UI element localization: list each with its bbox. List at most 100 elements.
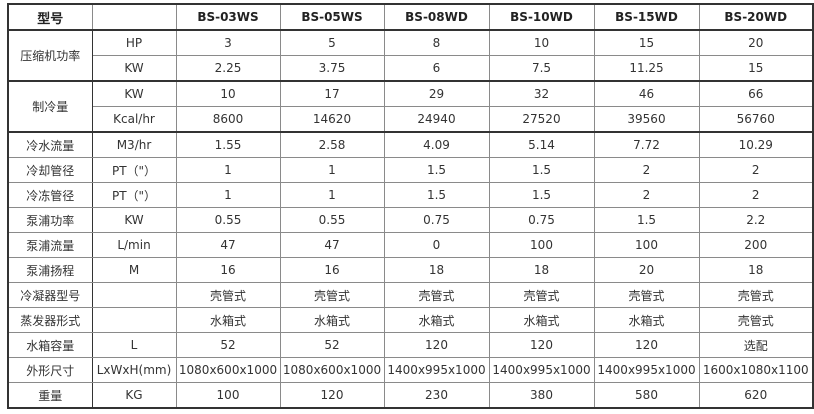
value-cell: 8 <box>383 29 490 56</box>
unit-cell: KW <box>91 207 177 233</box>
value-cell: 52 <box>279 332 385 358</box>
row-label: 冷水流量 <box>7 131 93 158</box>
row-label: 外形尺寸 <box>7 357 93 383</box>
value-cell: 1.5 <box>593 207 700 233</box>
row-label: 水箱容量 <box>7 332 93 358</box>
value-cell: 32 <box>488 80 595 107</box>
row-label: 冷却管径 <box>7 157 93 183</box>
header-unit-cell <box>91 3 177 31</box>
value-cell: 100 <box>593 232 700 258</box>
value-cell: 15 <box>698 55 814 82</box>
value-cell: 1400x995x1000 <box>593 357 700 383</box>
value-cell: 6 <box>383 55 490 82</box>
value-cell: 3.75 <box>279 55 385 82</box>
value-cell: 17 <box>279 80 385 107</box>
table-row: 蒸发器形式 水箱式 水箱式 水箱式 水箱式 水箱式 壳管式 <box>7 307 814 333</box>
value-cell: 7.5 <box>488 55 595 82</box>
value-cell: 3 <box>175 29 281 56</box>
value-cell: 580 <box>593 382 700 409</box>
spec-table: 型号 BS-03WS BS-05WS BS-08WD BS-10WD BS-15WD BS-… <box>7 3 814 409</box>
row-label: 泵浦流量 <box>7 232 93 258</box>
unit-cell: M3/hr <box>91 131 177 158</box>
table-row: 水箱容量 L 52 52 120 120 120 选配 <box>7 332 814 358</box>
value-cell: 1400x995x1000 <box>383 357 490 383</box>
row-label: 泵浦扬程 <box>7 257 93 283</box>
table-row: 泵浦扬程 M 16 16 18 18 20 18 <box>7 257 814 283</box>
value-cell: 100 <box>488 232 595 258</box>
value-cell: 15 <box>593 29 700 56</box>
value-cell: 1080x600x1000 <box>279 357 385 383</box>
unit-cell: PT（"） <box>91 157 177 183</box>
unit-cell <box>91 282 177 308</box>
header-row: 型号 BS-03WS BS-05WS BS-08WD BS-10WD BS-15WD BS-… <box>7 3 814 31</box>
header-model-5: BS-10WD <box>488 3 595 31</box>
value-cell: 壳管式 <box>279 282 385 308</box>
row-label: 压缩机功率 <box>7 29 93 82</box>
value-cell: 1.5 <box>488 157 595 183</box>
value-cell: 壳管式 <box>175 282 281 308</box>
value-cell: 1600x1080x1100 <box>698 357 814 383</box>
value-cell: 2 <box>593 157 700 183</box>
value-cell: 620 <box>698 382 814 409</box>
value-cell: 1400x995x1000 <box>488 357 595 383</box>
unit-cell: M <box>91 257 177 283</box>
unit-cell: PT（"） <box>91 182 177 208</box>
table-row: 冷凝器型号 壳管式 壳管式 壳管式 壳管式 壳管式 壳管式 <box>7 282 814 308</box>
value-cell: 10 <box>488 29 595 56</box>
table-row: 制冷量 KW 10 17 29 32 46 66 <box>7 80 814 133</box>
value-cell: 壳管式 <box>698 282 814 308</box>
header-model-7: BS-20WD <box>698 3 814 31</box>
value-cell: 2 <box>698 182 814 208</box>
row-label: 冷冻管径 <box>7 182 93 208</box>
value-cell: 14620 <box>279 106 385 133</box>
value-cell: 2 <box>698 157 814 183</box>
header-model-label: 型号 <box>7 3 93 31</box>
value-cell: 120 <box>488 332 595 358</box>
value-cell: 1.5 <box>383 182 490 208</box>
table-row: 冷冻管径 PT（"） 1 1 1.5 1.5 2 2 <box>7 182 814 208</box>
row-label: 重量 <box>7 382 93 409</box>
value-cell: 4.09 <box>383 131 490 158</box>
unit-cell: KW <box>91 55 177 82</box>
value-cell: 1.5 <box>383 157 490 183</box>
table-row: 压缩机功率 HP 3 5 8 10 15 20 <box>7 29 814 82</box>
value-cell: 水箱式 <box>383 307 490 333</box>
value-cell: 壳管式 <box>383 282 490 308</box>
value-cell: 水箱式 <box>488 307 595 333</box>
value-cell: 壳管式 <box>698 307 814 333</box>
value-cell: 0.75 <box>383 207 490 233</box>
table-row: 泵浦功率 KW 0.55 0.55 0.75 0.75 1.5 2.2 <box>7 207 814 233</box>
value-cell: 水箱式 <box>593 307 700 333</box>
value-cell: 0 <box>383 232 490 258</box>
value-cell: 120 <box>593 332 700 358</box>
value-cell: 2.25 <box>175 55 281 82</box>
value-cell: 120 <box>279 382 385 409</box>
header-model-2: BS-03WS <box>175 3 281 31</box>
value-cell: 8600 <box>175 106 281 133</box>
header-model-4: BS-08WD <box>383 3 490 31</box>
value-cell: 2 <box>593 182 700 208</box>
table-row: 冷水流量 M3/hr 1.55 2.58 4.09 5.14 7.72 10.29 <box>7 131 814 158</box>
value-cell: 230 <box>383 382 490 409</box>
value-cell: 56760 <box>698 106 814 133</box>
row-label: 泵浦功率 <box>7 207 93 233</box>
value-cell: 380 <box>488 382 595 409</box>
table-row: 重量 KG 100 120 230 380 580 620 <box>7 382 814 409</box>
value-cell: 水箱式 <box>279 307 385 333</box>
unit-cell: LxWxH(mm) <box>91 357 177 383</box>
value-cell: 16 <box>175 257 281 283</box>
value-cell: 11.25 <box>593 55 700 82</box>
value-cell: 18 <box>698 257 814 283</box>
value-cell: 10.29 <box>698 131 814 158</box>
value-cell: 1 <box>175 157 281 183</box>
table-row: 泵浦流量 L/min 47 47 0 100 100 200 <box>7 232 814 258</box>
unit-cell: L/min <box>91 232 177 258</box>
value-cell: 20 <box>593 257 700 283</box>
value-cell: 1 <box>175 182 281 208</box>
value-cell: 24940 <box>383 106 490 133</box>
value-cell: 壳管式 <box>593 282 700 308</box>
value-cell: 16 <box>279 257 385 283</box>
value-cell: 200 <box>698 232 814 258</box>
value-cell: 27520 <box>488 106 595 133</box>
value-cell: 39560 <box>593 106 700 133</box>
